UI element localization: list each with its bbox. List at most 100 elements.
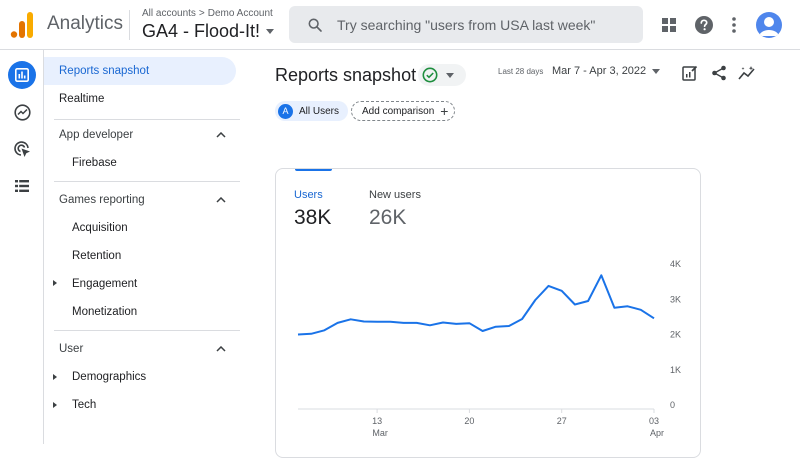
sidebar-item-label: Firebase [72,157,117,169]
top-app-bar: Analytics All accounts > Demo Account GA4 … [0,0,800,50]
users-trend-card: Users 38K New users 26K 0 1K 2K 3K 4K 13 Mar 2… [275,168,701,458]
y-tick-label: 2K [670,330,681,340]
sidebar-item-engagement[interactable]: Engagement [44,270,137,298]
sidebar-item-label: Demographics [72,371,147,383]
dropdown-arrow-icon [266,29,275,34]
analytics-logo[interactable] [10,12,34,38]
y-tick-label: 0 [670,400,675,410]
check-circle-icon [422,67,438,83]
page-title: Reports snapshot [275,65,417,85]
status-dropdown[interactable] [418,64,466,86]
sidebar-item-label: Reports snapshot [59,65,150,77]
section-title: Games reporting [59,194,145,206]
search-bar[interactable] [289,6,643,43]
breadcrumb-account: All accounts [142,8,196,19]
sidebar-item-reports-snapshot[interactable]: Reports snapshot [44,57,236,85]
sidebar-divider [54,119,240,120]
expand-arrow-icon[interactable] [53,374,57,380]
section-app-developer[interactable]: App developer [44,122,240,148]
sidebar-item-demographics[interactable]: Demographics [44,363,146,391]
search-icon [308,18,322,32]
configure-icon[interactable] [8,172,36,200]
x-axis-ticks: 13 Mar 20 27 03 Apr [372,409,664,438]
users-series-line [297,274,655,336]
sidebar-item-acquisition[interactable]: Acquisition [44,214,128,242]
reports-sidebar: Reports snapshot Realtime App developer … [44,50,244,444]
add-comparison-button[interactable]: Add comparison + [351,101,456,121]
add-comparison-label: Add comparison [362,105,435,117]
x-tick-label: 20 [464,416,474,426]
comparison-badge: A [278,103,293,119]
chevron-up-icon [216,197,226,203]
chart-series [297,274,655,336]
expand-arrow-icon[interactable] [53,280,57,286]
x-tick-month-label: Mar [372,428,388,438]
header-divider [129,10,130,40]
insights-icon[interactable] [736,62,758,84]
breadcrumb[interactable]: All accounts > Demo Account [142,8,273,19]
share-icon[interactable] [708,62,730,84]
segment-chip-all-users[interactable]: A All Users [275,101,349,121]
person-icon [759,17,779,36]
sidebar-item-label: Acquisition [72,222,128,234]
breadcrumb-separator: > [198,8,205,19]
sidebar-item-label: Engagement [72,278,138,290]
sidebar-item-tech[interactable]: Tech [44,391,96,419]
metric-value: 26K [369,206,407,229]
sidebar-item-realtime[interactable]: Realtime [44,85,104,113]
chevron-up-icon [216,132,226,138]
section-title: App developer [59,129,134,141]
explore-icon[interactable] [8,98,36,126]
sidebar-item-retention[interactable]: Retention [44,242,121,270]
sidebar-divider [54,181,240,182]
advertising-icon[interactable] [8,135,36,163]
section-user[interactable]: User [44,336,240,362]
section-title: User [59,343,84,355]
help-icon[interactable] [692,13,716,37]
property-selector[interactable]: GA4 - Flood-It! [142,21,275,42]
property-name: GA4 - Flood-It! [142,21,261,41]
plus-icon: + [440,103,449,119]
breadcrumb-property: Demo Account [207,8,273,19]
sidebar-item-firebase[interactable]: Firebase [44,149,117,177]
dropdown-arrow-icon [652,68,661,74]
metric-tab-new-users[interactable]: New users 26K [369,189,421,230]
apps-icon[interactable] [657,13,681,37]
search-input[interactable] [337,16,617,33]
metric-label: Users [294,189,323,201]
navigation-rail [0,50,44,444]
y-tick-label: 3K [670,294,681,304]
metric-tab-users[interactable]: Users 38K [294,189,331,230]
sidebar-item-label: Retention [72,250,122,262]
active-tab-indicator [295,169,332,171]
customize-report-icon[interactable] [679,62,701,84]
date-range-selector[interactable]: Mar 7 - Apr 3, 2022 [552,65,661,77]
metric-value: 38K [294,206,332,229]
x-tick-label: 13 [372,416,382,426]
sidebar-item-label: Realtime [59,93,105,105]
metric-label: New users [369,189,421,201]
more-vert-icon[interactable] [722,13,746,37]
main-content: Reports snapshot Last 28 days Mar 7 - Ap… [244,50,800,458]
chevron-up-icon [216,346,226,352]
date-range-label: Last 28 days [498,67,544,76]
sidebar-item-label: Monetization [72,306,138,318]
section-games-reporting[interactable]: Games reporting [44,187,240,213]
reports-icon[interactable] [8,61,36,89]
y-axis-ticks: 0 1K 2K 3K 4K [670,259,681,410]
segment-label: All Users [299,105,340,117]
sidebar-divider [54,330,240,331]
users-line-chart: 0 1K 2K 3K 4K 13 Mar 20 27 03 Apr [297,259,681,438]
dropdown-arrow-icon [446,72,454,78]
expand-arrow-icon[interactable] [53,402,57,408]
x-tick-label: 27 [557,416,567,426]
sidebar-item-monetization[interactable]: Monetization [44,298,137,326]
x-tick-month-label: Apr [650,428,664,438]
y-tick-label: 4K [670,259,681,269]
x-tick-label: 03 [649,416,659,426]
date-range-value: Mar 7 - Apr 3, 2022 [552,65,647,77]
sidebar-item-label: Tech [72,399,97,411]
y-tick-label: 1K [670,365,681,375]
account-avatar[interactable] [756,12,782,38]
app-name: Analytics [47,13,124,34]
